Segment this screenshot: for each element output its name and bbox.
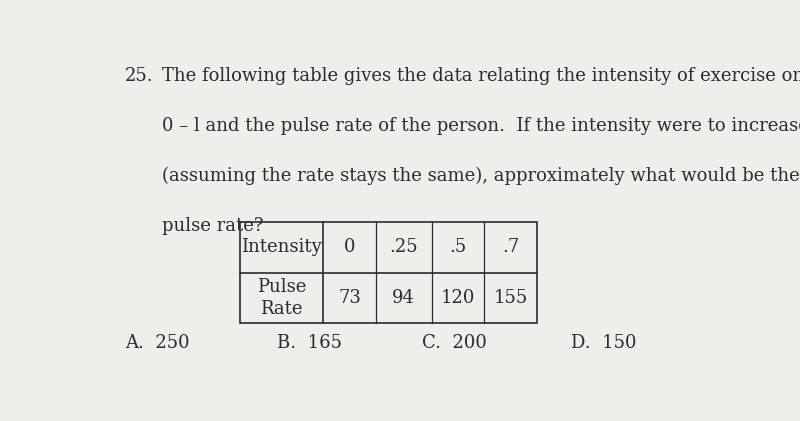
Text: 94: 94 [392,289,415,307]
Text: A.  250: A. 250 [125,334,190,352]
Text: 0: 0 [344,238,355,256]
Text: Pulse
Rate: Pulse Rate [257,277,306,318]
Text: 0 – l and the pulse rate of the person.  If the intensity were to increase to .9: 0 – l and the pulse rate of the person. … [162,117,800,135]
Text: The following table gives the data relating the intensity of exercise on a scale: The following table gives the data relat… [162,67,800,85]
Text: 155: 155 [494,289,528,307]
Text: .25: .25 [390,238,418,256]
Text: 120: 120 [441,289,475,307]
Text: B.  165: B. 165 [277,334,342,352]
Text: D.  150: D. 150 [571,334,637,352]
Text: Intensity: Intensity [241,238,322,256]
Text: .5: .5 [450,238,466,256]
Text: (assuming the rate stays the same), approximately what would be the associated: (assuming the rate stays the same), appr… [162,167,800,186]
Text: pulse rate?: pulse rate? [162,218,263,235]
Text: 25.: 25. [125,67,154,85]
Text: 73: 73 [338,289,361,307]
Text: C.  200: C. 200 [422,334,487,352]
Text: .7: .7 [502,238,519,256]
